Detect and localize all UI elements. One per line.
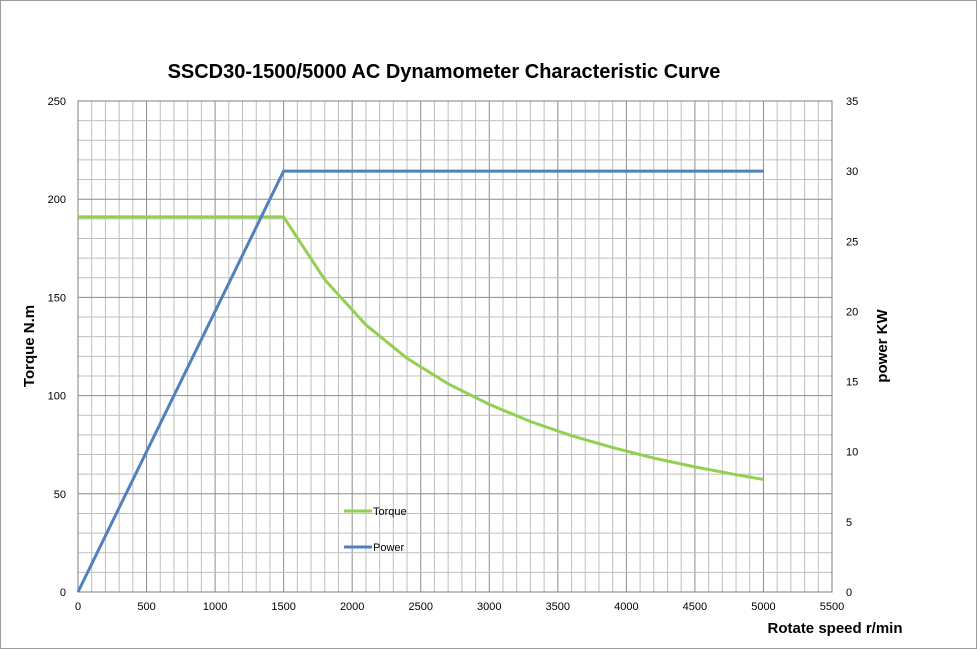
legend-label-torque: Torque <box>373 506 407 518</box>
x-tick-label: 1500 <box>271 601 295 613</box>
series-line-power <box>76 169 764 593</box>
y2-tick-label: 20 <box>846 306 858 318</box>
y-tick-label: 200 <box>48 194 66 206</box>
x-tick-labels: 0 500 1000 1500 2000 2500 3000 3500 4000 4500 5000… <box>75 601 844 613</box>
plot-area <box>78 101 832 592</box>
grid <box>77 100 833 593</box>
series-lines <box>76 169 764 593</box>
x-axis-title: Rotate speed r/min <box>767 620 902 637</box>
y-tick-label: 50 <box>54 489 66 501</box>
y2-tick-label: 15 <box>846 377 858 389</box>
x-tick-label: 1000 <box>203 601 227 613</box>
y2-tick-label: 30 <box>846 166 858 178</box>
y2-tick-label: 0 <box>846 587 852 599</box>
x-tick-label: 500 <box>137 601 155 613</box>
series-line-torque <box>78 215 764 481</box>
y2-axis-title: power KW <box>874 308 891 382</box>
y2-tick-label: 25 <box>846 236 858 248</box>
y-axis-title: Torque N.m <box>21 305 38 387</box>
y2-tick-label: 35 <box>846 96 858 108</box>
x-tick-label: 4500 <box>683 601 707 613</box>
y2-tick-label: 5 <box>846 517 852 529</box>
y-tick-labels: 0 50 100 150 200 250 <box>48 96 66 599</box>
y-tick-label: 150 <box>48 292 66 304</box>
y-tick-label: 100 <box>48 391 66 403</box>
x-tick-label: 4000 <box>614 601 638 613</box>
plot-border <box>77 100 833 593</box>
x-tick-label: 2000 <box>340 601 364 613</box>
chart-title: SSCD30-1500/5000 AC Dynamometer Characte… <box>168 61 721 83</box>
y2-tick-label: 10 <box>846 447 858 459</box>
x-tick-label: 5000 <box>751 601 775 613</box>
x-tick-label: 3000 <box>477 601 501 613</box>
x-tick-label: 5500 <box>820 601 844 613</box>
x-tick-label: 2500 <box>408 601 432 613</box>
y2-tick-labels: 0 5 10 15 20 25 30 35 <box>846 96 858 599</box>
legend: Torque Power <box>344 506 407 554</box>
x-tick-label: 3500 <box>546 601 570 613</box>
y-tick-label: 250 <box>48 96 66 108</box>
legend-label-power: Power <box>373 542 405 554</box>
x-tick-label: 0 <box>75 601 81 613</box>
y-tick-label: 0 <box>60 587 66 599</box>
